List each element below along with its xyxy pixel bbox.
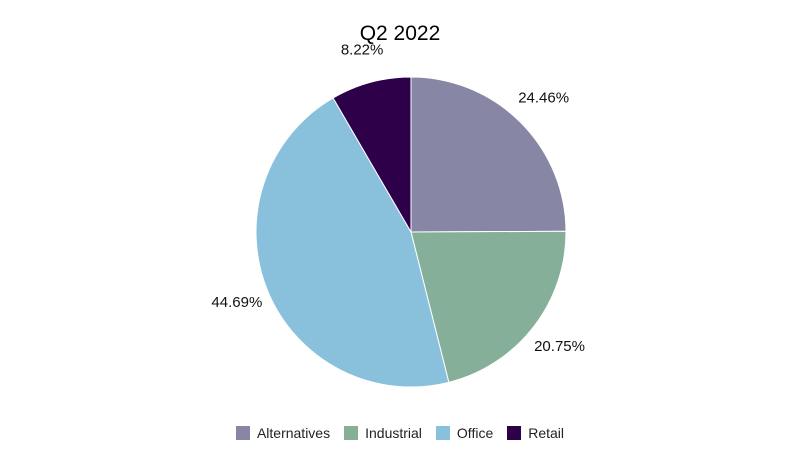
legend-item-alternatives[interactable]: Alternatives <box>235 425 331 441</box>
legend-swatch-alternatives <box>235 426 250 440</box>
legend-swatch-retail <box>507 426 522 440</box>
legend-label-retail: Retail <box>528 425 565 441</box>
slice-label-office: 44.69% <box>211 294 262 311</box>
pie-slice-alternatives[interactable] <box>410 76 567 233</box>
pie-slice-office[interactable] <box>255 97 450 388</box>
legend-swatch-office <box>435 426 450 440</box>
chart-title: Q2 2022 <box>359 22 441 45</box>
legend: Alternatives Industrial Office Retail <box>0 425 800 441</box>
legend-item-industrial[interactable]: Industrial <box>344 425 422 441</box>
pie-slices <box>255 76 567 388</box>
slice-label-industrial: 20.75% <box>534 338 585 355</box>
legend-item-retail[interactable]: Retail <box>507 425 564 441</box>
legend-label-alternatives: Alternatives <box>256 425 331 441</box>
slice-label-alternatives: 24.46% <box>518 90 569 107</box>
pie-slice-industrial[interactable] <box>410 230 567 383</box>
legend-label-office: Office <box>456 425 494 441</box>
pie-slice-retail[interactable] <box>332 76 412 234</box>
pie-slice-labels: 24.46% 20.75% 44.69% 8.22% <box>211 41 585 355</box>
slice-label-retail: 8.22% <box>341 41 384 58</box>
legend-item-office[interactable]: Office <box>435 425 494 441</box>
legend-label-industrial: Industrial <box>365 425 422 441</box>
legend-swatch-industrial <box>344 426 359 440</box>
